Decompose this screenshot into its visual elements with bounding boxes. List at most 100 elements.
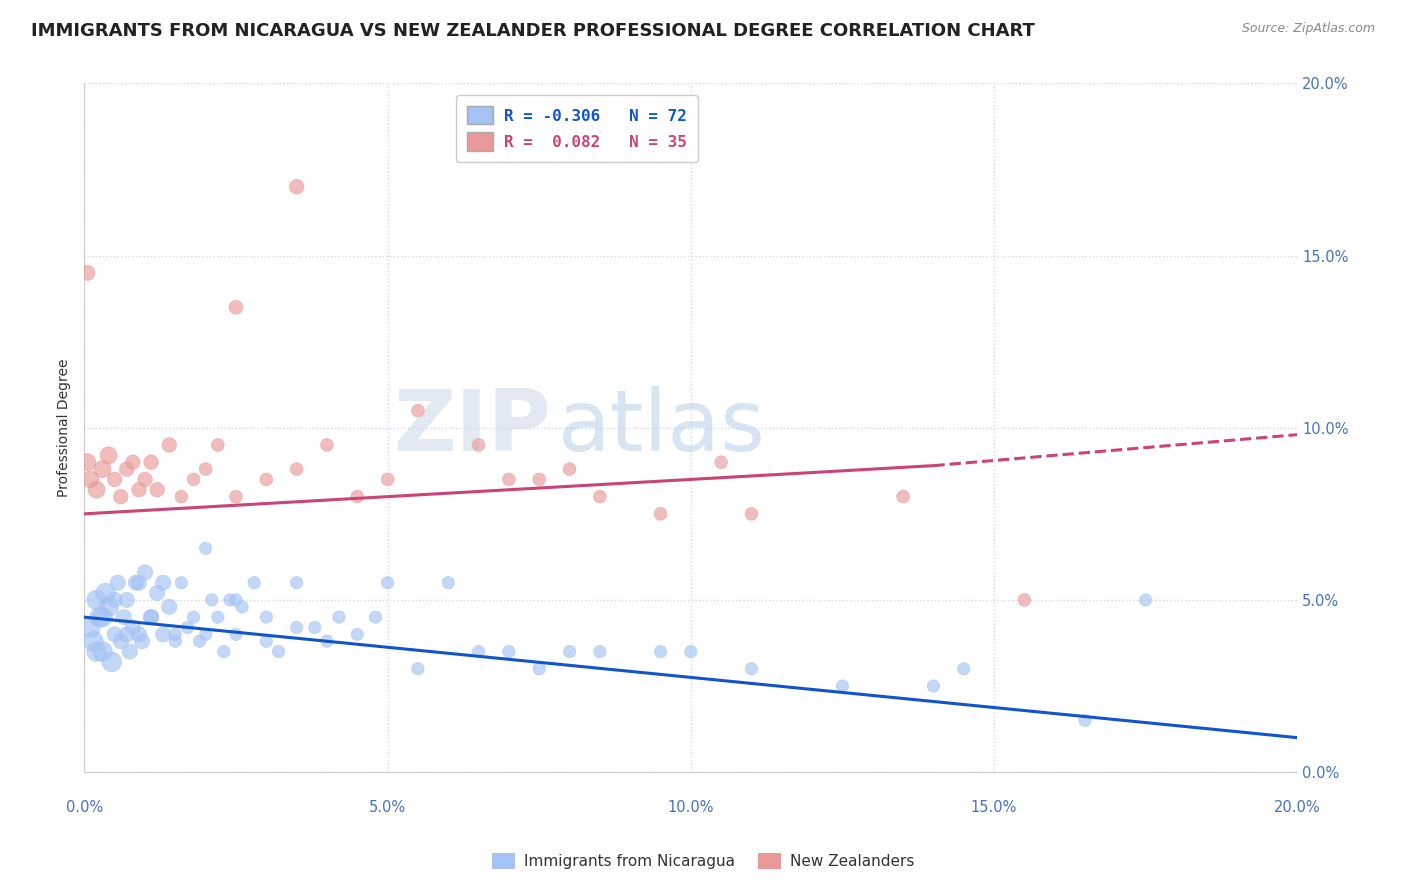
Point (285, 462, 308, 476)
Point (558, 644, 581, 658)
Point (285, 620, 308, 634)
Point (437, 575, 460, 590)
Point (467, 644, 489, 658)
Point (76, 455, 98, 469)
Point (125, 575, 148, 590)
Point (529, 472, 551, 486)
Point (139, 455, 162, 469)
Point (1014, 593, 1036, 607)
Point (498, 472, 520, 486)
Point (212, 644, 235, 658)
Text: 10.0%: 10.0% (668, 799, 714, 814)
Point (207, 438, 229, 452)
Point (104, 627, 127, 641)
Point (91, 644, 114, 658)
Point (170, 490, 193, 504)
Point (740, 662, 762, 676)
Point (304, 620, 326, 634)
Point (146, 483, 169, 497)
Point (346, 627, 368, 641)
Point (225, 490, 247, 504)
Point (104, 593, 127, 607)
Point (79, 472, 101, 486)
Point (157, 438, 180, 452)
Point (406, 662, 429, 676)
Point (100, 655, 122, 669)
Point (243, 575, 266, 590)
Text: 20.0%: 20.0% (1274, 799, 1320, 814)
Point (225, 593, 247, 607)
Legend: Immigrants from Nicaragua, New Zealanders: Immigrants from Nicaragua, New Zealander… (485, 847, 921, 875)
Point (891, 490, 914, 504)
Point (170, 575, 193, 590)
Point (115, 627, 138, 641)
Point (128, 483, 150, 497)
Point (82, 634, 104, 648)
Point (183, 472, 205, 486)
Point (94, 586, 117, 600)
Point (128, 575, 150, 590)
Point (110, 634, 132, 648)
Y-axis label: Professional Degree: Professional Degree (58, 359, 72, 497)
Point (152, 575, 174, 590)
Point (589, 490, 612, 504)
Point (194, 541, 217, 556)
Point (225, 627, 247, 641)
Point (316, 634, 339, 648)
Point (112, 610, 135, 624)
Point (285, 179, 308, 194)
Point (831, 679, 853, 693)
Point (110, 490, 132, 504)
Point (1074, 714, 1097, 728)
Point (529, 662, 551, 676)
Text: atlas: atlas (557, 386, 765, 469)
Point (79, 620, 101, 634)
Point (107, 575, 129, 590)
Point (679, 644, 702, 658)
Point (86, 483, 108, 497)
Point (89, 610, 111, 624)
Text: 15.0%: 15.0% (972, 799, 1018, 814)
Point (131, 634, 153, 648)
Point (165, 627, 187, 641)
Point (316, 438, 339, 452)
Point (194, 627, 217, 641)
Point (146, 586, 169, 600)
Point (76, 266, 98, 280)
Point (134, 566, 156, 580)
Point (650, 507, 672, 521)
Point (406, 403, 429, 417)
Point (710, 455, 733, 469)
Point (134, 472, 156, 486)
Point (346, 490, 368, 504)
Point (740, 507, 762, 521)
Point (115, 462, 138, 476)
Point (91, 462, 114, 476)
Point (122, 620, 145, 634)
Point (558, 462, 581, 476)
Point (201, 593, 224, 607)
Point (254, 634, 277, 648)
Point (97, 448, 120, 462)
Point (165, 634, 187, 648)
Text: 5.0%: 5.0% (368, 799, 406, 814)
Point (254, 610, 277, 624)
Point (91, 610, 114, 624)
Point (254, 472, 277, 486)
Legend: R = -0.306   N = 72, R =  0.082   N = 35: R = -0.306 N = 72, R = 0.082 N = 35 (457, 95, 699, 162)
Point (157, 599, 180, 614)
Point (97, 599, 120, 614)
Point (267, 644, 290, 658)
Point (285, 575, 308, 590)
Point (498, 644, 520, 658)
Point (467, 438, 489, 452)
Point (86, 593, 108, 607)
Text: ZIP: ZIP (394, 386, 551, 469)
Point (104, 472, 127, 486)
Point (139, 610, 162, 624)
Point (86, 644, 108, 658)
Point (207, 610, 229, 624)
Point (152, 627, 174, 641)
Point (183, 610, 205, 624)
Point (922, 679, 945, 693)
